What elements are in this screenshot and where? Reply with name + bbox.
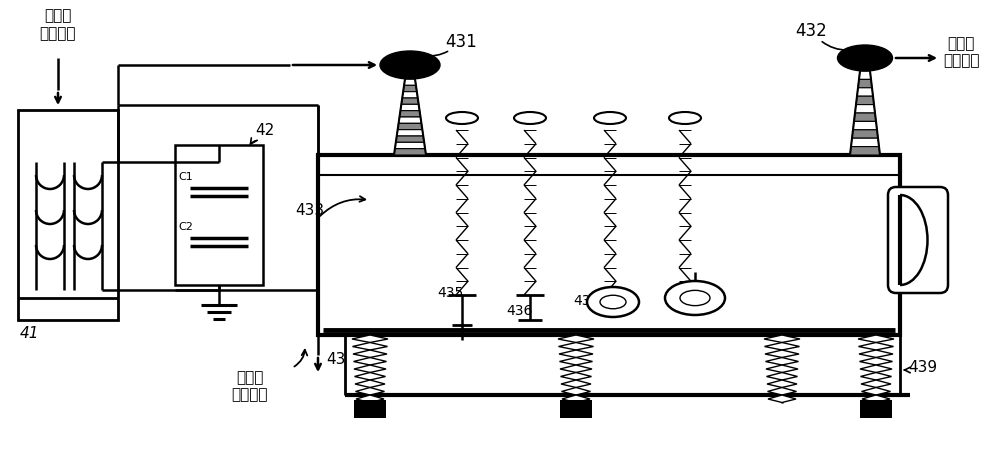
Polygon shape [767,373,798,380]
Polygon shape [562,387,590,395]
Polygon shape [402,92,418,98]
Polygon shape [353,350,387,358]
Polygon shape [400,111,420,117]
Polygon shape [352,335,388,342]
Polygon shape [560,373,592,380]
Polygon shape [354,373,386,380]
Polygon shape [356,387,384,395]
Polygon shape [764,335,800,342]
Polygon shape [562,395,590,403]
Ellipse shape [665,281,725,315]
Polygon shape [858,342,894,350]
Text: 43: 43 [326,353,345,368]
Text: 431: 431 [445,33,477,51]
Polygon shape [860,373,892,380]
Polygon shape [765,350,799,358]
Polygon shape [356,395,384,403]
Bar [318,155,900,335]
Polygon shape [560,358,592,365]
Polygon shape [396,136,424,142]
Polygon shape [561,380,591,387]
Polygon shape [860,365,892,373]
Polygon shape [352,342,388,350]
Polygon shape [768,387,796,395]
Text: 41: 41 [20,326,40,341]
Text: 434: 434 [908,241,937,256]
Ellipse shape [594,112,626,124]
Polygon shape [560,365,592,373]
Polygon shape [404,79,416,85]
Bar [18,110,118,320]
Polygon shape [856,96,874,105]
Polygon shape [858,79,872,88]
Polygon shape [399,117,421,123]
Polygon shape [850,146,880,155]
Polygon shape [401,98,419,104]
Polygon shape [354,358,386,365]
Polygon shape [854,113,876,121]
Text: 至信号
调理模块: 至信号 调理模块 [943,36,980,68]
Polygon shape [857,88,873,96]
Ellipse shape [669,112,701,124]
Polygon shape [355,380,385,387]
FancyBboxPatch shape [888,187,948,293]
Text: 432: 432 [795,22,827,40]
Text: 433: 433 [295,203,324,218]
Polygon shape [859,350,893,358]
Text: 437: 437 [573,294,599,308]
Ellipse shape [446,112,478,124]
Polygon shape [768,395,796,403]
Polygon shape [394,149,426,155]
Polygon shape [767,380,797,387]
Bar [860,400,892,418]
Polygon shape [766,365,798,373]
Polygon shape [559,350,593,358]
Ellipse shape [680,291,710,306]
Ellipse shape [600,295,626,309]
Bar [560,400,592,418]
Text: 42: 42 [255,123,274,138]
Polygon shape [862,387,891,395]
Ellipse shape [514,112,546,124]
Text: C1: C1 [178,172,193,182]
Text: 至中心
控制单元: 至中心 控制单元 [232,370,268,403]
Polygon shape [398,123,422,129]
Polygon shape [395,142,425,149]
Polygon shape [858,335,894,342]
Polygon shape [403,85,417,92]
Polygon shape [354,365,386,373]
Bar [354,400,386,418]
Polygon shape [855,105,875,113]
Polygon shape [860,358,893,365]
Polygon shape [861,380,891,387]
Text: 439: 439 [908,360,937,375]
Polygon shape [862,395,890,403]
Text: 至中心
控制单元: 至中心 控制单元 [40,8,76,42]
Ellipse shape [587,287,639,317]
Text: C2: C2 [178,222,193,232]
Bar [175,145,263,285]
Polygon shape [765,342,800,350]
Text: 435: 435 [437,286,463,300]
Polygon shape [859,71,871,79]
Polygon shape [558,342,594,350]
Polygon shape [397,129,423,136]
Bar [896,195,940,285]
Text: 438: 438 [665,291,691,305]
Ellipse shape [838,45,893,71]
Polygon shape [851,138,879,146]
Polygon shape [766,358,798,365]
Polygon shape [558,335,594,342]
Ellipse shape [380,51,440,79]
Text: 436: 436 [506,304,532,318]
Polygon shape [400,104,420,111]
Polygon shape [852,130,878,138]
Polygon shape [853,121,877,130]
